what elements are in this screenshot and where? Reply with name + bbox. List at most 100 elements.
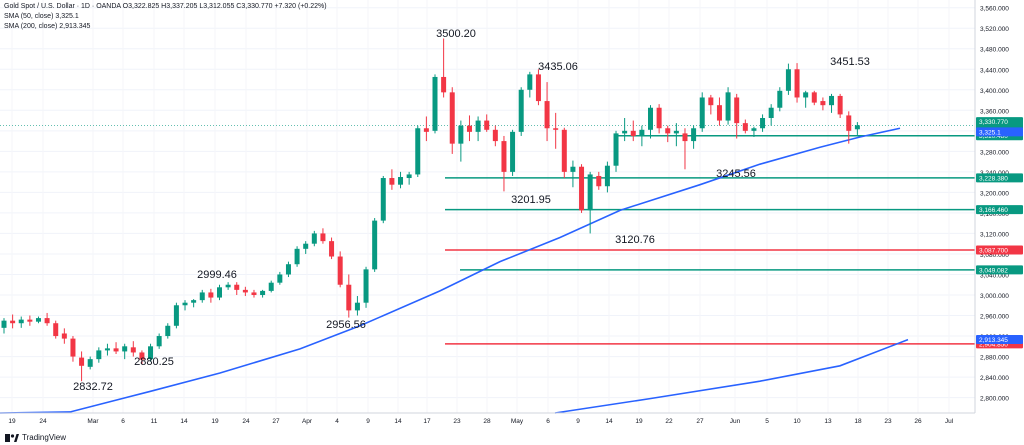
candle bbox=[277, 271, 283, 285]
y-tick-label: 3,200.000 bbox=[980, 190, 1009, 197]
candle-body bbox=[846, 115, 852, 131]
candle-body bbox=[260, 290, 266, 295]
candle-body bbox=[44, 318, 50, 324]
candle bbox=[234, 282, 240, 295]
candle-body bbox=[148, 346, 154, 360]
x-tick-label: 28 bbox=[483, 418, 491, 425]
sma-lines bbox=[0, 127, 909, 414]
candle bbox=[268, 280, 274, 293]
price-annotation: 2956.56 bbox=[326, 319, 366, 331]
x-tick-label: 17 bbox=[423, 418, 431, 425]
candle bbox=[751, 126, 757, 137]
candle-body bbox=[596, 175, 602, 187]
candle bbox=[570, 160, 576, 188]
instrument-line: Gold Spot / U.S. Dollar · 1D · OANDA O3,… bbox=[4, 3, 327, 10]
candle-body bbox=[760, 118, 766, 129]
x-tick-label: 13 bbox=[824, 418, 832, 425]
y-tick-label: 3,440.000 bbox=[980, 67, 1009, 74]
candle bbox=[346, 274, 352, 318]
candle bbox=[139, 350, 145, 365]
candle-body bbox=[398, 177, 404, 185]
horizontal-levels bbox=[0, 125, 975, 345]
candle bbox=[182, 300, 188, 311]
x-tick-label: 11 bbox=[151, 418, 158, 425]
grid bbox=[0, 7, 975, 399]
y-tick-label: 2,800.000 bbox=[980, 396, 1009, 403]
candle-body bbox=[311, 233, 317, 244]
candle-body bbox=[854, 125, 860, 130]
candle-body bbox=[217, 287, 222, 298]
sma200-line bbox=[554, 338, 909, 414]
branding-text: TradingView bbox=[22, 433, 67, 442]
candle-body bbox=[96, 350, 102, 360]
candle bbox=[484, 114, 490, 132]
candle bbox=[596, 171, 602, 190]
candle-body bbox=[354, 302, 360, 311]
candle bbox=[173, 302, 179, 329]
candle bbox=[35, 316, 41, 324]
y-tick-label: 3,480.000 bbox=[980, 47, 1009, 54]
candle bbox=[829, 93, 835, 113]
sma200-legend[interactable]: SMA (200, close) 2,913.345 bbox=[4, 23, 91, 30]
candle bbox=[104, 343, 110, 356]
candle-body bbox=[406, 174, 412, 179]
candle-body bbox=[484, 120, 490, 130]
candle-body bbox=[665, 128, 671, 134]
sma50-price-tag: 3,325.1 bbox=[979, 129, 1001, 136]
sma50-legend[interactable]: SMA (50, close) 3,325.1 bbox=[4, 13, 79, 20]
candle-body bbox=[156, 336, 162, 347]
candle-body bbox=[803, 92, 809, 98]
level-price-tag: 3,228.380 bbox=[979, 175, 1008, 182]
candle bbox=[639, 125, 645, 147]
tradingview-logo[interactable]: TradingView bbox=[5, 433, 66, 442]
candle-body bbox=[18, 319, 24, 324]
candle bbox=[699, 92, 705, 132]
candle-body bbox=[165, 325, 171, 337]
candle bbox=[734, 93, 740, 139]
candle bbox=[630, 120, 636, 142]
candle bbox=[217, 284, 222, 301]
candle-body bbox=[794, 69, 800, 98]
candle-body bbox=[742, 123, 748, 131]
candle bbox=[70, 336, 76, 362]
tradingview-logo-icon bbox=[5, 433, 19, 442]
level-price-tag-bg bbox=[976, 265, 1023, 275]
candle-body bbox=[225, 284, 231, 288]
candle-body bbox=[242, 289, 248, 293]
level-price-tag: 3,087.700 bbox=[979, 248, 1008, 255]
candle bbox=[820, 97, 826, 111]
price-annotation: 2832.72 bbox=[73, 381, 113, 393]
y-tick-label: 2,880.000 bbox=[980, 355, 1009, 362]
price-annotation: 3120.76 bbox=[615, 234, 655, 246]
candle bbox=[777, 87, 783, 112]
candle-body bbox=[139, 352, 145, 360]
candle bbox=[96, 347, 102, 363]
candle bbox=[354, 296, 360, 316]
candle bbox=[785, 63, 791, 95]
candle bbox=[406, 171, 412, 185]
candle bbox=[854, 122, 860, 135]
candle bbox=[225, 282, 231, 290]
x-tick-label: 9 bbox=[366, 418, 370, 425]
x-tick-label: 6 bbox=[546, 418, 550, 425]
level-price-tag: 3,310.480 bbox=[979, 133, 1008, 140]
annotations: 3500.20 3435.06 3451.53 3201.95 3245.56 3120.… bbox=[73, 28, 870, 393]
x-tick-label: 9 bbox=[576, 418, 580, 425]
candle-body bbox=[449, 92, 455, 144]
x-tick-label: May bbox=[511, 418, 524, 425]
price-annotation: 2880.25 bbox=[134, 356, 174, 368]
candle bbox=[1, 318, 7, 334]
candle bbox=[260, 289, 266, 298]
candle bbox=[794, 63, 800, 103]
candle bbox=[561, 127, 567, 179]
candle-body bbox=[777, 90, 783, 108]
y-tick-label: 3,120.000 bbox=[980, 231, 1009, 238]
candle-body bbox=[303, 243, 309, 249]
candle-body bbox=[579, 166, 585, 211]
sma200-price-tag: 2,913.345 bbox=[979, 337, 1008, 344]
candle bbox=[656, 104, 662, 134]
candle-body bbox=[518, 89, 524, 132]
candle-body bbox=[639, 129, 645, 136]
y-tick-label: 3,520.000 bbox=[980, 26, 1009, 33]
candle-body bbox=[820, 101, 826, 106]
